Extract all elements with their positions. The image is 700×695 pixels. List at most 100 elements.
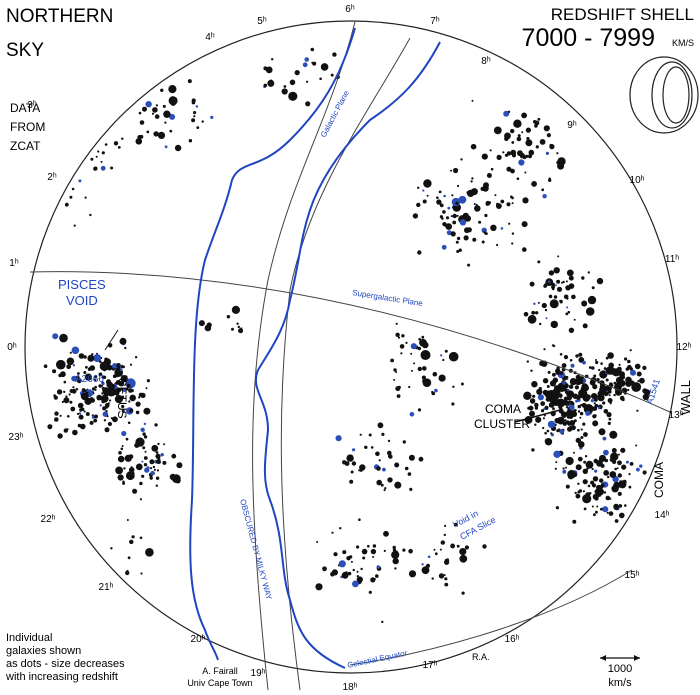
- galaxy: [448, 351, 459, 362]
- galaxy: [536, 388, 543, 395]
- galaxy: [120, 399, 123, 402]
- galaxy: [383, 488, 386, 492]
- galaxy: [518, 124, 521, 127]
- galaxy: [512, 153, 516, 158]
- galaxy: [562, 467, 565, 470]
- galaxy: [129, 539, 134, 545]
- galaxy: [582, 479, 588, 485]
- pointer: [514, 409, 561, 423]
- galaxy: [66, 357, 75, 366]
- hour-label: 18ʰ: [343, 682, 358, 693]
- galaxy: [617, 366, 622, 372]
- galaxy: [104, 143, 108, 146]
- galaxy: [581, 276, 585, 280]
- galaxy: [441, 244, 447, 250]
- galaxy: [361, 548, 368, 555]
- hour-label: 11ʰ: [665, 254, 679, 265]
- galaxy: [121, 365, 125, 369]
- galaxy: [381, 432, 385, 436]
- galaxy: [409, 487, 413, 491]
- galaxy: [80, 392, 89, 401]
- galaxy: [146, 130, 150, 134]
- galaxy: [315, 583, 323, 591]
- galaxy: [573, 419, 577, 423]
- galaxy: [135, 401, 141, 407]
- galaxy: [503, 110, 510, 117]
- galaxy: [613, 504, 619, 510]
- galaxy: [545, 317, 548, 320]
- galaxy: [112, 363, 118, 369]
- hour-label: 3ʰ: [27, 100, 37, 111]
- galaxy: [63, 428, 68, 433]
- galaxy: [130, 389, 134, 393]
- galaxy: [490, 167, 494, 171]
- galaxy: [106, 415, 109, 418]
- galaxy: [462, 556, 465, 559]
- galaxy: [546, 429, 550, 433]
- galaxy: [169, 473, 177, 481]
- galaxy: [335, 435, 342, 442]
- galaxy: [191, 100, 196, 105]
- galaxy: [606, 412, 612, 418]
- galaxy: [605, 366, 615, 375]
- galaxy: [78, 412, 82, 415]
- galaxy: [511, 141, 515, 144]
- galaxy: [556, 152, 559, 155]
- galaxy: [127, 421, 131, 425]
- galaxy: [47, 424, 53, 430]
- galaxy: [109, 399, 112, 402]
- galaxy: [496, 154, 502, 160]
- galaxy: [603, 391, 609, 397]
- galaxy: [589, 465, 593, 469]
- galaxy: [375, 451, 380, 457]
- galaxy: [452, 385, 455, 388]
- galaxy: [577, 410, 581, 413]
- galaxy: [377, 422, 384, 429]
- region-label: CETUS: [115, 378, 129, 419]
- galaxy: [594, 469, 598, 473]
- galaxy: [460, 158, 463, 161]
- galaxy: [605, 378, 609, 382]
- galaxy: [617, 453, 620, 456]
- legend-note: with increasing redshift: [5, 671, 118, 683]
- galaxy: [395, 371, 398, 373]
- shell-core: [662, 66, 690, 124]
- galaxy: [135, 463, 143, 471]
- galaxy: [101, 392, 104, 395]
- galaxy: [617, 460, 622, 466]
- galaxy: [138, 392, 143, 397]
- galaxy: [573, 451, 575, 454]
- galaxy: [596, 505, 599, 508]
- galaxy: [618, 379, 626, 387]
- galaxy: [359, 433, 362, 436]
- galaxy: [164, 145, 168, 149]
- galaxy: [145, 548, 154, 557]
- galaxy: [642, 470, 647, 475]
- galaxy: [568, 275, 574, 281]
- galaxy: [53, 394, 56, 397]
- galaxy: [120, 375, 128, 383]
- galaxy: [568, 327, 575, 333]
- galaxy: [330, 572, 335, 577]
- cluster-label: A1541: [644, 378, 662, 406]
- galaxy: [69, 195, 73, 199]
- galaxy: [543, 407, 546, 411]
- galaxy: [146, 379, 150, 383]
- galaxy: [162, 460, 167, 465]
- hour-label: 16ʰ: [505, 634, 520, 645]
- hour-label: 23ʰ: [9, 432, 24, 443]
- galaxy: [121, 409, 125, 413]
- galaxy: [566, 269, 574, 277]
- galaxy: [625, 380, 632, 387]
- galaxy: [544, 431, 547, 435]
- galaxy: [482, 544, 487, 549]
- galaxy: [142, 446, 146, 450]
- galaxy: [163, 443, 166, 446]
- galaxy: [483, 231, 487, 234]
- galaxy: [624, 504, 627, 507]
- galaxy: [504, 132, 511, 140]
- galaxy: [135, 437, 145, 447]
- galaxy: [580, 428, 583, 431]
- credit: A. Fairall: [202, 666, 238, 676]
- galaxy: [564, 419, 567, 422]
